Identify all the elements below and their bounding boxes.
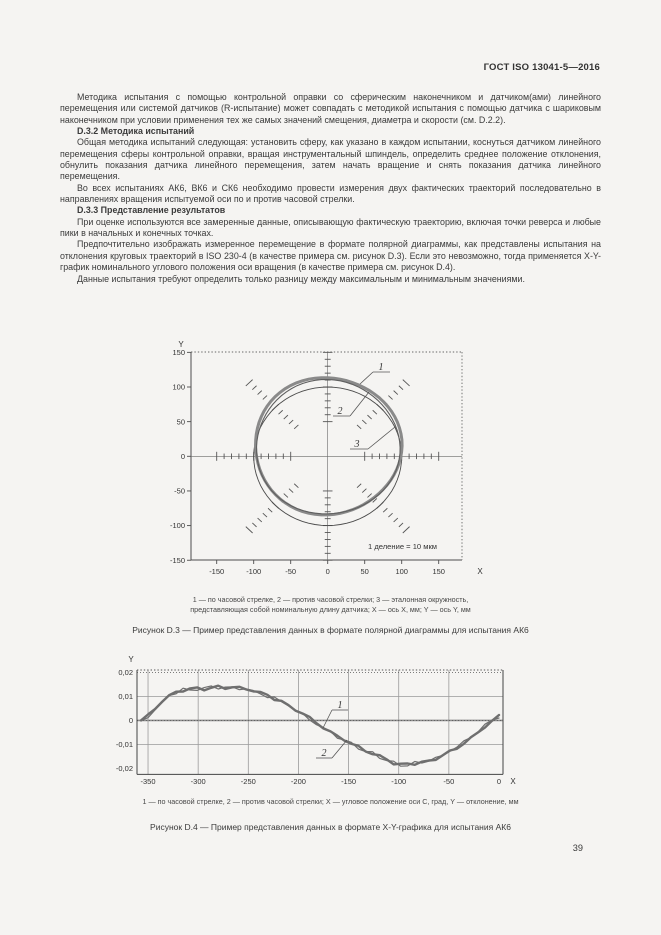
page-number: 39 xyxy=(572,843,583,853)
paragraph-obshchaya-metodika: Общая методика испытаний следующая: уста… xyxy=(60,137,601,182)
svg-text:1: 1 xyxy=(338,700,343,711)
svg-text:1 деление = 10 мкм: 1 деление = 10 мкм xyxy=(368,542,437,551)
section-heading-d-3-3: D.3.3 Представление результатов xyxy=(77,205,226,216)
svg-text:-150: -150 xyxy=(341,777,356,786)
svg-text:-350: -350 xyxy=(141,777,156,786)
svg-text:-150: -150 xyxy=(209,567,224,576)
figure-d3-legend-line2: представляющая собой номинальную длину д… xyxy=(190,605,471,614)
paragraph-vo-vsekh-ispytaniyakh: Во всех испытаниях АК6, ВК6 и СК6 необхо… xyxy=(60,182,601,205)
svg-text:100: 100 xyxy=(172,383,185,392)
paragraph-dannye-ispytaniya: Данные испытания требуют определить толь… xyxy=(77,273,525,284)
svg-text:150: 150 xyxy=(172,348,185,357)
document-header: ГОСТ ISO 13041-5—2016 xyxy=(483,62,600,73)
svg-text:Y: Y xyxy=(128,655,134,664)
svg-text:0,02: 0,02 xyxy=(118,668,133,677)
svg-text:-100: -100 xyxy=(391,777,406,786)
svg-text:50: 50 xyxy=(177,417,185,426)
paragraph-methodika: Методика испытания с помощью контрольной… xyxy=(60,92,601,125)
svg-text:1: 1 xyxy=(379,362,384,373)
svg-text:0: 0 xyxy=(326,567,330,576)
svg-text:150: 150 xyxy=(432,567,445,576)
figure-d3-legend-line1: 1 — по часовой стрелке, 2 — против часов… xyxy=(192,595,469,604)
svg-text:0,01: 0,01 xyxy=(118,692,133,701)
svg-text:Y: Y xyxy=(178,340,184,349)
svg-text:X: X xyxy=(510,777,516,786)
svg-text:3: 3 xyxy=(354,439,360,450)
svg-text:0: 0 xyxy=(181,452,185,461)
svg-text:-50: -50 xyxy=(285,567,296,576)
svg-text:0: 0 xyxy=(129,716,133,725)
paragraph-pri-otsenke: При оценке используются все замеренные д… xyxy=(60,216,601,239)
svg-text:2: 2 xyxy=(322,748,327,759)
section-heading-d-3-2: D.3.2 Методика испытаний xyxy=(77,126,195,137)
svg-text:2: 2 xyxy=(338,406,343,417)
paragraph-predpochtitelno: Предпочтительно изображать измеренное пе… xyxy=(60,239,601,273)
svg-text:-150: -150 xyxy=(170,556,185,565)
figure-d4-xy-chart: 0,02 0,01 0 -0,01 -0,02 -350 -300 -250 -200 -150 -… xyxy=(116,655,516,786)
svg-text:-0,02: -0,02 xyxy=(116,764,133,773)
svg-text:-50: -50 xyxy=(174,487,185,496)
figure-d4-legend: 1 — по часовой стрелке, 2 — против часов… xyxy=(142,797,519,806)
svg-text:X: X xyxy=(477,567,483,576)
figure-d3-polar-chart: 150 100 50 0 -50 -100 -150 -150 -100 -50 0 50 100 150… xyxy=(170,340,483,576)
svg-text:-100: -100 xyxy=(246,567,261,576)
svg-text:0: 0 xyxy=(497,777,501,786)
figure-d4-caption: Рисунок D.4 — Пример представления данны… xyxy=(150,822,511,832)
svg-text:-50: -50 xyxy=(443,777,454,786)
svg-text:-250: -250 xyxy=(241,777,256,786)
svg-text:100: 100 xyxy=(395,567,408,576)
body-text: Методика испытания с помощью контрольной… xyxy=(60,92,601,285)
svg-text:-100: -100 xyxy=(170,521,185,530)
svg-text:-0,01: -0,01 xyxy=(116,740,133,749)
svg-text:-300: -300 xyxy=(191,777,206,786)
svg-text:-200: -200 xyxy=(291,777,306,786)
figure-d3-caption: Рисунок D.3 — Пример представления данны… xyxy=(132,625,529,635)
svg-text:50: 50 xyxy=(361,567,369,576)
